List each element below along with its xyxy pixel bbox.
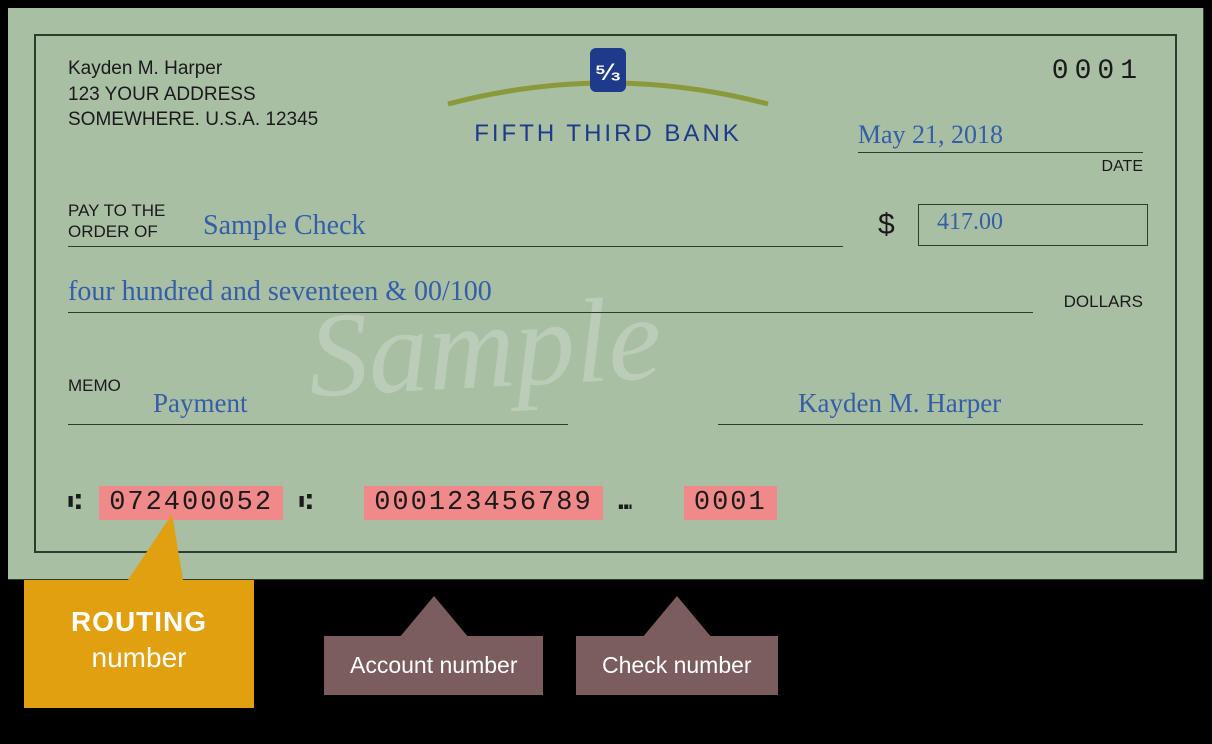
pay-to-underline bbox=[68, 246, 843, 247]
amount-words-underline bbox=[68, 312, 1033, 313]
micr-symbol-icon: ⑆ bbox=[68, 491, 83, 516]
pay-to-value: Sample Check bbox=[203, 210, 366, 242]
payer-address-line2: SOMEWHERE. U.S.A. 12345 bbox=[68, 107, 318, 133]
account-number: 000123456789 bbox=[364, 486, 602, 520]
memo-value: Payment bbox=[153, 388, 248, 419]
callout-box: Check number bbox=[576, 636, 778, 695]
payer-name: Kayden M. Harper bbox=[68, 56, 318, 82]
callout-routing-number: ROUTING number bbox=[24, 574, 254, 732]
date-underline bbox=[858, 152, 1143, 153]
dollar-sign: $ bbox=[878, 208, 895, 242]
bank-logo: ⁵⁄₃ FIFTH THIRD BANK bbox=[408, 44, 808, 148]
dollars-label: DOLLARS bbox=[1064, 292, 1143, 312]
memo-label: MEMO bbox=[68, 376, 121, 396]
memo-underline bbox=[68, 424, 568, 425]
signature-underline bbox=[718, 424, 1143, 425]
bank-name: FIFTH THIRD BANK bbox=[408, 120, 808, 148]
callout-routing-line1: ROUTING bbox=[24, 604, 254, 640]
callout-pointer-icon bbox=[637, 596, 717, 644]
signature: Kayden M. Harper bbox=[798, 388, 1001, 419]
payer-address-line1: 123 YOUR ADDRESS bbox=[68, 82, 318, 108]
pay-to-label: PAY TO THEORDER OF bbox=[68, 200, 165, 243]
sample-check: Sample Kayden M. Harper 123 YOUR ADDRESS… bbox=[8, 8, 1204, 580]
svg-text:⁵⁄₃: ⁵⁄₃ bbox=[595, 59, 621, 86]
amount-words: four hundred and seventeen & 00/100 bbox=[68, 276, 492, 308]
callout-account-number: Account number bbox=[324, 636, 543, 695]
callout-pointer-icon bbox=[394, 596, 474, 644]
micr-dash-icon: ⑉ bbox=[619, 491, 634, 516]
callout-box: Account number bbox=[324, 636, 543, 695]
callout-check-number: Check number bbox=[576, 636, 778, 695]
bank-logo-icon: ⁵⁄₃ bbox=[438, 44, 778, 116]
date-label: DATE bbox=[1102, 158, 1143, 176]
check-number-top: 0001 bbox=[1052, 56, 1143, 87]
amount-numeric-box: 417.00 bbox=[918, 204, 1148, 246]
callout-routing-line2: number bbox=[24, 640, 254, 676]
micr-symbol-icon: ⑆ bbox=[299, 491, 314, 516]
callout-pointer-icon bbox=[124, 514, 184, 586]
date-value: May 21, 2018 bbox=[858, 120, 1003, 150]
check-number-micr: 0001 bbox=[684, 486, 777, 520]
payer-address: Kayden M. Harper 123 YOUR ADDRESS SOMEWH… bbox=[68, 56, 318, 133]
callout-box: ROUTING number bbox=[24, 580, 254, 708]
